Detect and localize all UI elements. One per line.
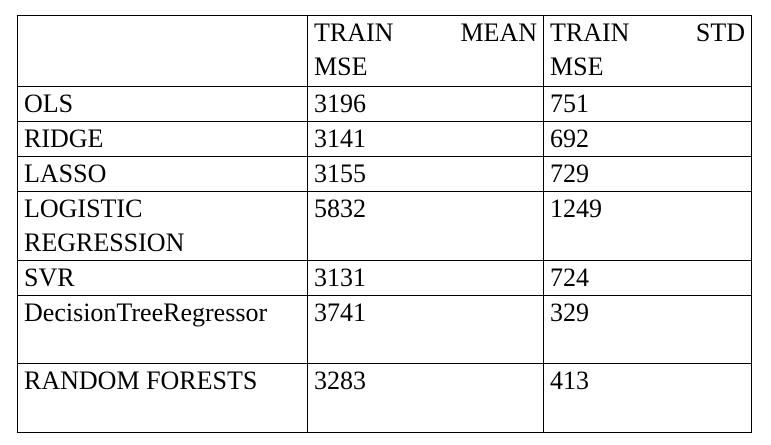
train-std-mse-cell: 692 — [543, 121, 752, 157]
train-std-mse-cell: 329 — [543, 295, 752, 364]
table-row: OLS 3196 751 — [17, 86, 752, 122]
table-row: RIDGE 3141 692 — [17, 121, 752, 157]
header-row: TRAIN MEAN MSE TRAIN STD MSE — [17, 15, 752, 87]
train-std-mse-cell: 729 — [543, 156, 752, 192]
table-row: LASSO 3155 729 — [17, 156, 752, 192]
header-cell-train-std-mse: TRAIN STD MSE — [543, 15, 752, 87]
header-mean-word-train: TRAIN — [314, 18, 394, 47]
train-std-mse-cell: 751 — [543, 86, 752, 122]
table-row: RANDOM FORESTS 3283 413 — [17, 363, 752, 433]
model-name-cell: LOGISTIC REGRESSION — [17, 191, 308, 261]
train-mean-mse-cell: 3283 — [307, 363, 544, 433]
model-name-cell: RIDGE — [17, 121, 308, 157]
train-mean-mse-cell: 3131 — [307, 260, 544, 296]
train-std-mse-cell: 413 — [543, 363, 752, 433]
model-name-cell: LASSO — [17, 156, 308, 192]
model-name-cell: OLS — [17, 86, 308, 122]
train-mean-mse-cell: 5832 — [307, 191, 544, 261]
results-table: TRAIN MEAN MSE TRAIN STD MSE OLS 3196 75… — [17, 15, 752, 433]
train-mean-mse-cell: 3141 — [307, 121, 544, 157]
header-std-word-train: TRAIN — [550, 18, 630, 47]
header-std-word-std: STD — [695, 18, 745, 47]
header-std-line2: MSE — [550, 52, 604, 81]
train-std-mse-cell: 724 — [543, 260, 752, 296]
model-name-cell: RANDOM FORESTS — [17, 363, 308, 433]
header-mean-line1: TRAIN MEAN — [314, 17, 537, 51]
train-mean-mse-cell: 3741 — [307, 295, 544, 364]
train-mean-mse-cell: 3196 — [307, 86, 544, 122]
train-std-mse-cell: 1249 — [543, 191, 752, 261]
table-row: LOGISTIC REGRESSION 5832 1249 — [17, 191, 752, 261]
model-name-cell: DecisionTreeRegressor — [17, 295, 308, 364]
model-name-cell: SVR — [17, 260, 308, 296]
header-cell-model — [17, 15, 308, 87]
header-mean-line2: MSE — [314, 52, 368, 81]
header-mean-word-mean: MEAN — [460, 18, 537, 47]
table-row: SVR 3131 724 — [17, 260, 752, 296]
header-std-line1: TRAIN STD — [550, 17, 745, 51]
table-row: DecisionTreeRegressor 3741 329 — [17, 295, 752, 364]
train-mean-mse-cell: 3155 — [307, 156, 544, 192]
header-cell-train-mean-mse: TRAIN MEAN MSE — [307, 15, 544, 87]
